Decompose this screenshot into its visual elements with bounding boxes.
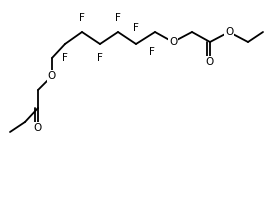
Text: F: F [149, 47, 155, 57]
Text: F: F [62, 53, 68, 63]
Text: F: F [133, 23, 139, 33]
Text: F: F [115, 13, 121, 23]
Text: O: O [34, 123, 42, 133]
Text: O: O [225, 27, 233, 37]
Text: O: O [48, 71, 56, 81]
Text: F: F [97, 53, 103, 63]
Text: F: F [79, 13, 85, 23]
Text: O: O [206, 57, 214, 67]
Text: O: O [169, 37, 177, 47]
